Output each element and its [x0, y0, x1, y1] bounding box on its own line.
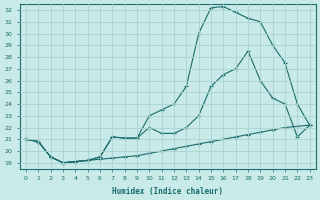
- X-axis label: Humidex (Indice chaleur): Humidex (Indice chaleur): [112, 187, 223, 196]
